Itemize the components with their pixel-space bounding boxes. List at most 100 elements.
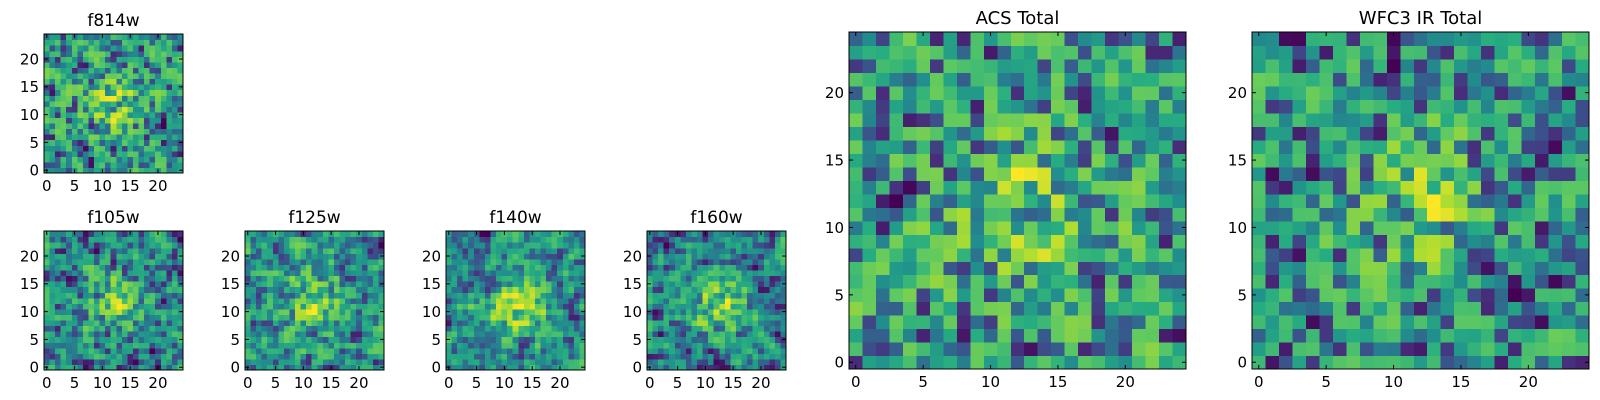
heatmap-cell [758,242,765,249]
heatmap-cell [144,319,151,327]
heatmap-cell [1172,274,1187,289]
heatmap-cell [256,231,263,238]
heatmap-cell [110,117,117,124]
heatmap-cell [697,258,704,265]
heatmap-cell [1265,166,1280,181]
heatmap-cell [94,236,101,243]
heatmap-cell [1386,45,1401,60]
heatmap-cell [171,134,179,141]
heatmap-cell [317,286,324,293]
heatmap-cell [1118,328,1133,343]
heatmap-cell [278,269,285,277]
heatmap-cell [902,45,917,60]
heatmap-cells [1252,32,1590,370]
heatmap-cell [44,314,51,321]
heatmap-cell [557,358,564,366]
heatmap-cell [66,353,73,360]
heatmap-cell [60,286,67,293]
heatmap-cell [997,193,1012,208]
heatmap-cell [166,253,173,260]
heatmap-cell [758,275,765,282]
heatmap-cell [691,347,698,354]
heatmap-cell [735,336,743,343]
heatmap-cell [160,145,167,152]
heatmap-cell [166,34,173,41]
heatmap-cell [1521,153,1536,168]
heatmap-cell [730,269,737,277]
heatmap-cell [1521,355,1536,370]
heatmap-cell [317,253,324,260]
heatmap-cell [1265,207,1280,222]
heatmap-cell [551,358,558,366]
heatmap-cell [540,347,547,354]
heatmap-cell [66,336,73,343]
heatmap-cell [902,193,917,208]
heatmap-cell [568,258,575,265]
heatmap-cell [66,100,73,107]
heatmap-cell [730,264,737,271]
heatmap-cell [66,78,73,85]
heatmap-cell [71,281,78,288]
heatmap-cell [573,297,581,304]
heatmap-cell [551,275,558,282]
heatmap-cell [49,303,56,310]
heatmap-cell [730,281,737,288]
heatmap-cell [116,67,123,74]
heatmap-cell [490,314,497,321]
heatmap-cell [479,258,486,265]
heatmap-cell [708,325,715,332]
heatmap-cell [1305,220,1320,235]
heatmap-cell [546,281,553,288]
heatmap-cell [719,331,726,338]
heatmap-cell [1024,247,1039,262]
heatmap-cell [943,112,958,127]
heatmap-cell [579,314,586,321]
heatmap-cell [501,236,508,243]
heatmap-cell [250,247,257,254]
heatmap-cell [1132,180,1147,195]
heatmap-cell [49,314,56,321]
heatmap-cell [529,269,536,277]
heatmap-cell [127,336,134,343]
heatmap-cell [311,247,318,254]
heatmap-cell [267,286,274,293]
heatmap-cell [451,347,458,354]
heatmap-cell [71,297,78,304]
heatmap-cell [685,236,693,243]
heatmap-cell [1278,261,1294,276]
heatmap-cell [322,242,329,249]
heatmap-cell [929,126,944,141]
x-tick-label: 5 [70,374,80,392]
heatmap-cell [747,264,754,271]
heatmap-cell [780,358,787,366]
heatmap-cell [551,364,558,371]
heatmap-cell [99,50,106,57]
x-tick-label: 5 [271,374,281,392]
heatmap-cell [1159,166,1174,181]
heatmap-cell [71,247,78,254]
heatmap-cell [473,242,480,249]
heatmap-cell [970,72,985,87]
heatmap-cell [862,301,877,316]
heatmap-cell [132,336,140,343]
heatmap-cell [1319,342,1334,357]
heatmap-cell [1105,301,1120,316]
heatmap-cell [132,258,140,265]
heatmap-cell [579,275,586,282]
heatmap-cell [1508,315,1523,330]
heatmap-cell [1010,153,1025,168]
heatmap-cell [177,269,184,277]
heatmap-cell [484,325,492,332]
heatmap-cell [1427,58,1442,74]
heatmap-cell [562,253,569,260]
heatmap-cell [121,139,128,146]
heatmap-cell [105,84,112,91]
heatmap-cell [507,308,514,315]
heatmap-cell [1319,58,1334,74]
heatmap-cell [708,358,715,366]
heatmap-cell [730,236,737,243]
heatmap-cell [1265,301,1280,316]
heatmap-cell [1037,328,1052,343]
heatmap-cell [446,319,453,327]
